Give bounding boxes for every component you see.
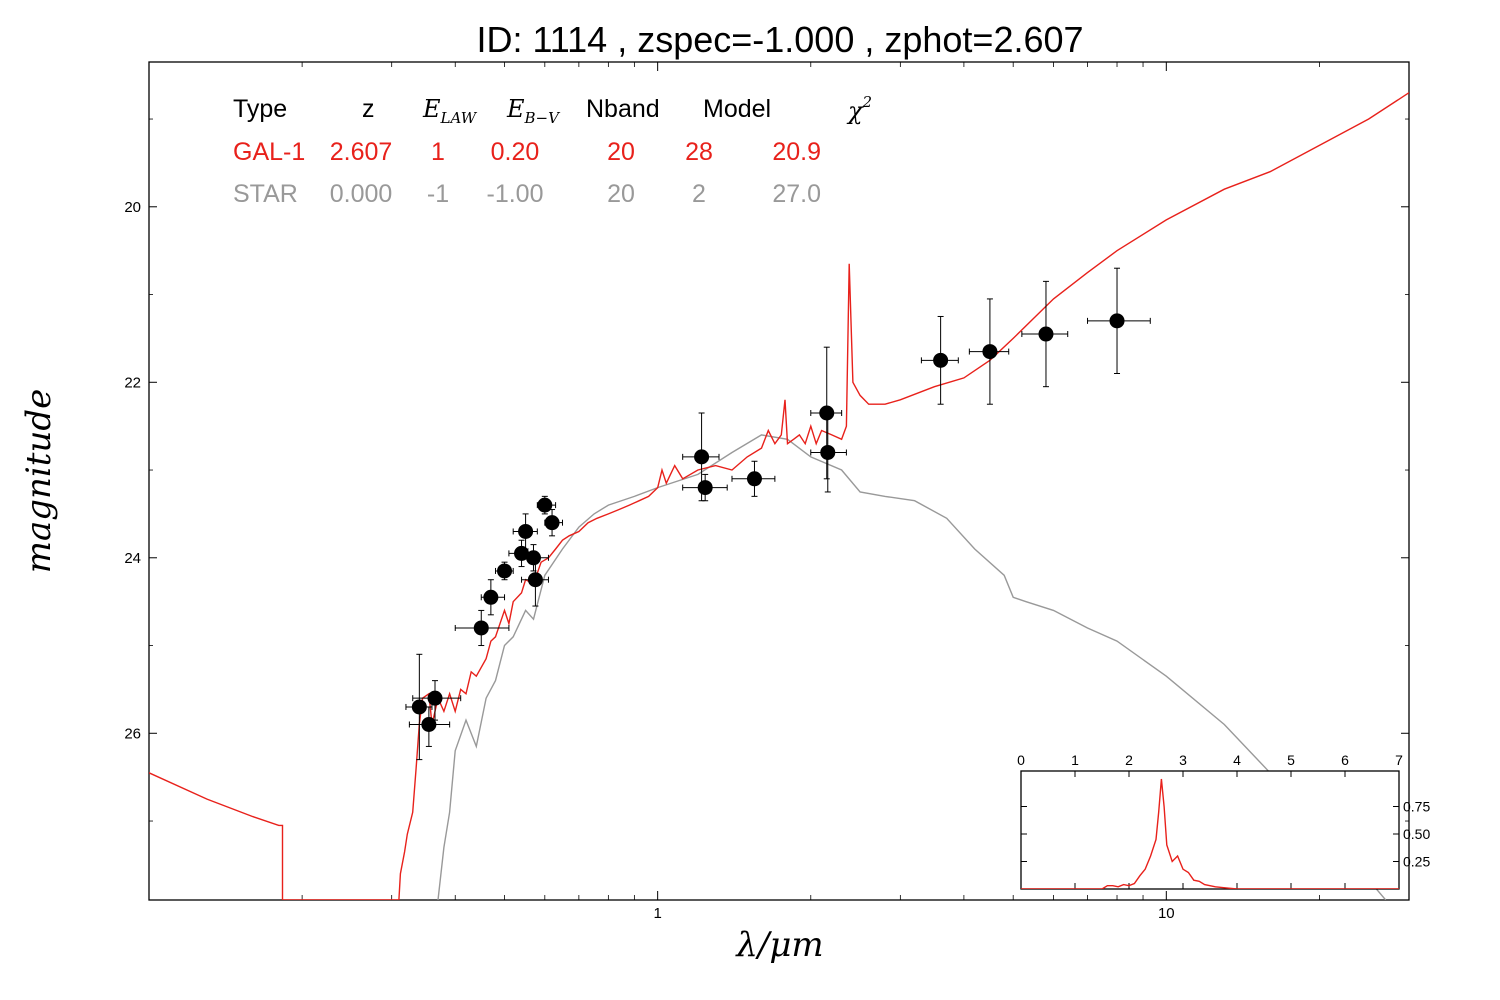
legend-row: STAR 0.000 -1 -1.00 20 2 27.0 bbox=[233, 180, 821, 208]
data-point bbox=[512, 513, 538, 550]
data-point bbox=[412, 680, 462, 721]
data-point-marker bbox=[746, 471, 762, 487]
data-point-marker bbox=[525, 550, 541, 566]
observations bbox=[405, 267, 1151, 761]
legend-cell-elaw: 1 bbox=[431, 138, 445, 166]
data-point bbox=[454, 609, 510, 647]
legend-cell-nband: 20 bbox=[607, 180, 635, 208]
x-tick-label: 1 bbox=[653, 905, 661, 922]
legend-header-elaw-e: E bbox=[422, 95, 441, 123]
y-tick-label: 24 bbox=[124, 550, 141, 567]
inset-y-tick-label: 0.75 bbox=[1403, 799, 1430, 815]
legend-cell-model: 2 bbox=[692, 180, 706, 208]
data-point bbox=[480, 579, 506, 616]
legend-cell-z: 0.000 bbox=[330, 180, 393, 208]
legend-header-ebv: EB−V bbox=[506, 95, 561, 127]
inset-x-tick-label: 6 bbox=[1341, 752, 1349, 768]
legend-cell-type: STAR bbox=[233, 180, 298, 208]
x-axis-label: λ/μm bbox=[734, 925, 823, 965]
y-tick-label: 26 bbox=[124, 725, 141, 742]
legend-header-chi2: χ2 bbox=[846, 93, 872, 125]
data-point bbox=[920, 315, 959, 405]
data-point-marker bbox=[1038, 326, 1054, 342]
legend: Type z ELAW EB−V Nband Model χ2 GAL-1 2.6… bbox=[233, 93, 872, 208]
legend-header-nband: Nband bbox=[586, 95, 660, 123]
data-point-marker bbox=[421, 717, 437, 733]
legend-header-elaw-sub: LAW bbox=[440, 109, 478, 127]
data-point bbox=[495, 561, 514, 581]
data-point-marker bbox=[483, 589, 499, 605]
inset-ticks: 0 1 2 3 4 5 6 7 0.25 0.50 0.75 bbox=[1017, 752, 1430, 889]
data-point-marker bbox=[544, 515, 560, 531]
inset-x-tick-label: 2 bbox=[1125, 752, 1133, 768]
legend-cell-type: GAL-1 bbox=[233, 138, 305, 166]
data-point bbox=[682, 473, 728, 502]
legend-header-ebv-e: E bbox=[506, 95, 525, 123]
data-point bbox=[968, 298, 1010, 405]
legend-cell-model: 28 bbox=[685, 138, 713, 166]
data-point-marker bbox=[527, 572, 543, 588]
legend-cell-elaw: -1 bbox=[427, 180, 449, 208]
legend-cell-z: 2.607 bbox=[330, 138, 393, 166]
legend-header-type: Type bbox=[233, 95, 287, 123]
data-point-marker bbox=[820, 444, 836, 460]
legend-cell-ebv: -1.00 bbox=[487, 180, 544, 208]
chart-title: ID: 1114 , zspec=-1.000 , zphot=2.607 bbox=[476, 19, 1083, 60]
inset-y-tick-label: 0.50 bbox=[1403, 826, 1430, 842]
inset-x-tick-label: 5 bbox=[1287, 752, 1295, 768]
y-tick-label: 22 bbox=[124, 374, 141, 391]
inset-x-tick-label: 7 bbox=[1395, 752, 1403, 768]
data-point-marker bbox=[514, 545, 530, 561]
data-point-marker bbox=[697, 480, 713, 496]
legend-row: GAL-1 2.607 1 0.20 20 28 20.9 bbox=[233, 138, 821, 166]
data-point-marker bbox=[1109, 313, 1125, 329]
legend-header-chi2-chi: χ bbox=[846, 97, 864, 125]
legend-cell-chi2: 20.9 bbox=[772, 138, 821, 166]
legend-header-model: Model bbox=[703, 95, 771, 123]
data-point-marker bbox=[411, 699, 427, 715]
legend-header-ebv-sub: B−V bbox=[524, 109, 562, 127]
inset-series-line bbox=[1021, 778, 1399, 889]
legend-rows: GAL-1 2.607 1 0.20 20 28 20.9 STAR 0.000 -1 -1.00 2… bbox=[233, 138, 821, 208]
data-point bbox=[536, 495, 557, 515]
legend-header-elaw: ELAW bbox=[422, 95, 478, 127]
data-point bbox=[810, 412, 847, 493]
series-line-gal-1 bbox=[149, 92, 1409, 900]
data-point bbox=[1087, 267, 1151, 375]
y-axis-label: magnitude bbox=[19, 389, 59, 574]
legend-cell-chi2: 27.0 bbox=[772, 180, 821, 208]
data-point bbox=[521, 552, 549, 607]
data-point-marker bbox=[427, 690, 443, 706]
data-point-marker bbox=[933, 352, 949, 368]
data-point-marker bbox=[537, 497, 553, 513]
data-point-marker bbox=[497, 563, 513, 579]
inset-x-tick-label: 4 bbox=[1233, 752, 1241, 768]
legend-header-z: z bbox=[362, 95, 375, 123]
data-point-marker bbox=[982, 344, 998, 360]
series-line-star bbox=[437, 434, 1387, 900]
data-point bbox=[408, 706, 451, 747]
data-point bbox=[1021, 280, 1069, 388]
main-plot-frame bbox=[148, 61, 1410, 901]
data-point-marker bbox=[518, 523, 534, 539]
inset-x-tick-label: 0 bbox=[1017, 752, 1025, 768]
inset-x-tick-label: 3 bbox=[1179, 752, 1187, 768]
legend-cell-ebv: 0.20 bbox=[491, 138, 540, 166]
data-point bbox=[731, 460, 776, 497]
x-tick-label: 10 bbox=[1158, 905, 1175, 922]
inset-x-tick-label: 1 bbox=[1071, 752, 1079, 768]
data-point-marker bbox=[473, 620, 489, 636]
data-point bbox=[544, 509, 563, 537]
legend-cell-nband: 20 bbox=[607, 138, 635, 166]
inset-y-tick-label: 0.25 bbox=[1403, 854, 1430, 870]
inset-plot-frame bbox=[1020, 770, 1400, 890]
data-point-marker bbox=[694, 449, 710, 465]
legend-header-chi2-sup: 2 bbox=[862, 93, 873, 111]
y-tick-label: 20 bbox=[124, 199, 141, 216]
